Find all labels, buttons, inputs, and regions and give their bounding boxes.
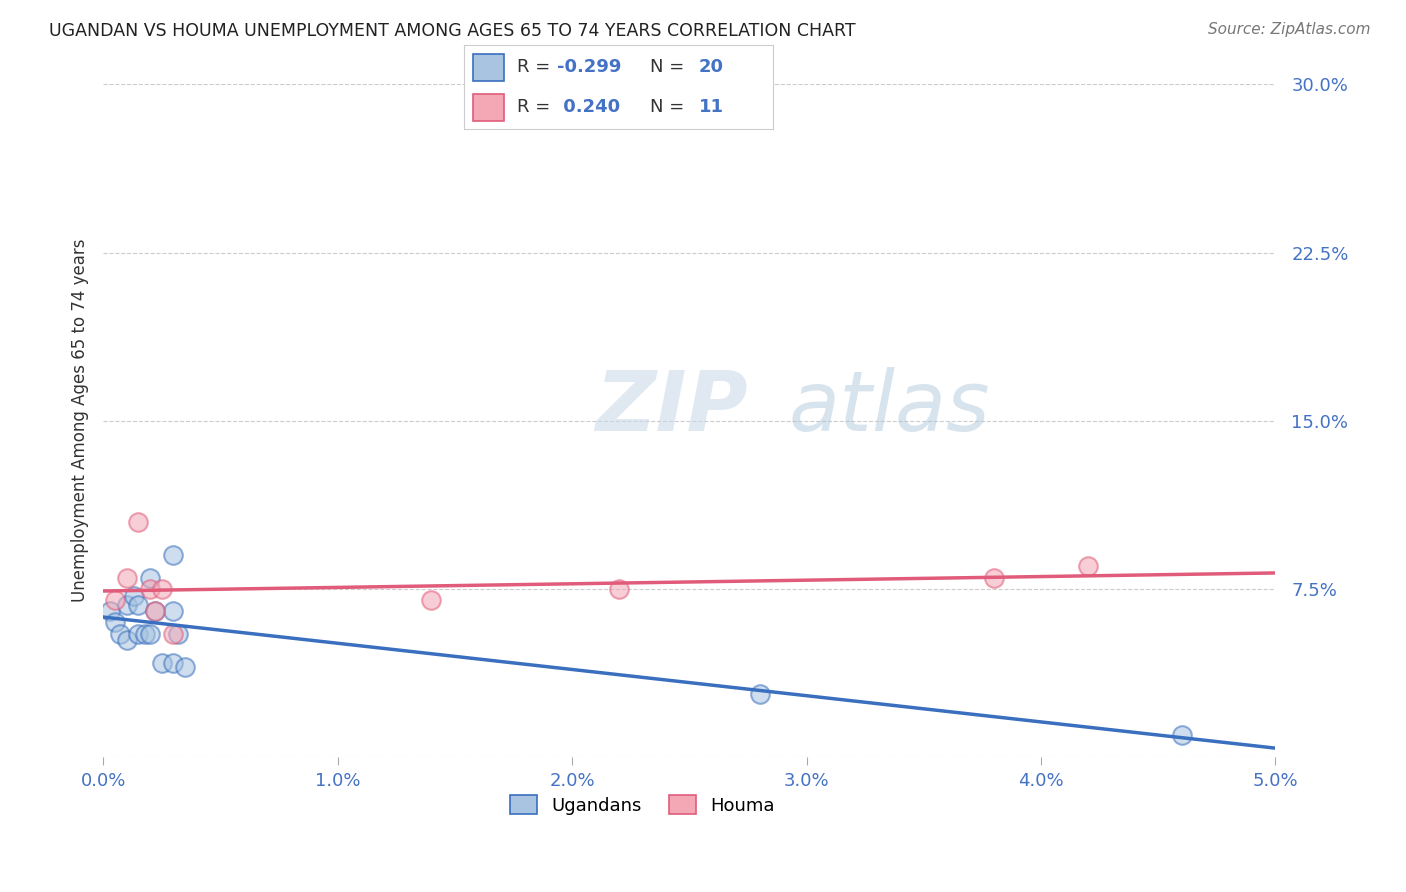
- FancyBboxPatch shape: [474, 54, 505, 81]
- Point: [748, 687, 770, 701]
- Point: [1170, 727, 1192, 741]
- Point: [127, 626, 149, 640]
- Text: atlas: atlas: [789, 367, 991, 448]
- Text: N =: N =: [650, 98, 689, 116]
- Point: [162, 626, 184, 640]
- Point: [115, 598, 138, 612]
- Text: R =: R =: [516, 59, 555, 77]
- Point: [174, 660, 197, 674]
- Text: 0.240: 0.240: [557, 98, 620, 116]
- Point: [98, 604, 121, 618]
- Text: 11: 11: [699, 98, 724, 116]
- Text: Source: ZipAtlas.com: Source: ZipAtlas.com: [1208, 22, 1371, 37]
- Text: -0.299: -0.299: [557, 59, 621, 77]
- Point: [104, 593, 127, 607]
- Point: [162, 604, 184, 618]
- Text: UGANDAN VS HOUMA UNEMPLOYMENT AMONG AGES 65 TO 74 YEARS CORRELATION CHART: UGANDAN VS HOUMA UNEMPLOYMENT AMONG AGES…: [49, 22, 856, 40]
- Point: [127, 598, 149, 612]
- Point: [983, 571, 1005, 585]
- Text: ZIP: ZIP: [596, 367, 748, 448]
- Text: N =: N =: [650, 59, 689, 77]
- Point: [108, 626, 131, 640]
- Point: [162, 656, 184, 670]
- Point: [104, 615, 127, 630]
- Point: [139, 571, 162, 585]
- Point: [139, 582, 162, 596]
- Point: [162, 548, 184, 562]
- Point: [420, 593, 443, 607]
- Point: [115, 571, 138, 585]
- FancyBboxPatch shape: [474, 94, 505, 120]
- Point: [139, 626, 162, 640]
- Point: [134, 626, 156, 640]
- Point: [150, 656, 173, 670]
- Y-axis label: Unemployment Among Ages 65 to 74 years: Unemployment Among Ages 65 to 74 years: [72, 239, 89, 602]
- Point: [122, 589, 145, 603]
- Text: 20: 20: [699, 59, 724, 77]
- Point: [1077, 559, 1099, 574]
- Point: [127, 515, 149, 529]
- Point: [607, 582, 630, 596]
- Point: [143, 604, 166, 618]
- Point: [143, 604, 166, 618]
- Point: [115, 633, 138, 648]
- Point: [167, 626, 190, 640]
- Text: R =: R =: [516, 98, 555, 116]
- Legend: Ugandans, Houma: Ugandans, Houma: [503, 789, 782, 822]
- Point: [150, 582, 173, 596]
